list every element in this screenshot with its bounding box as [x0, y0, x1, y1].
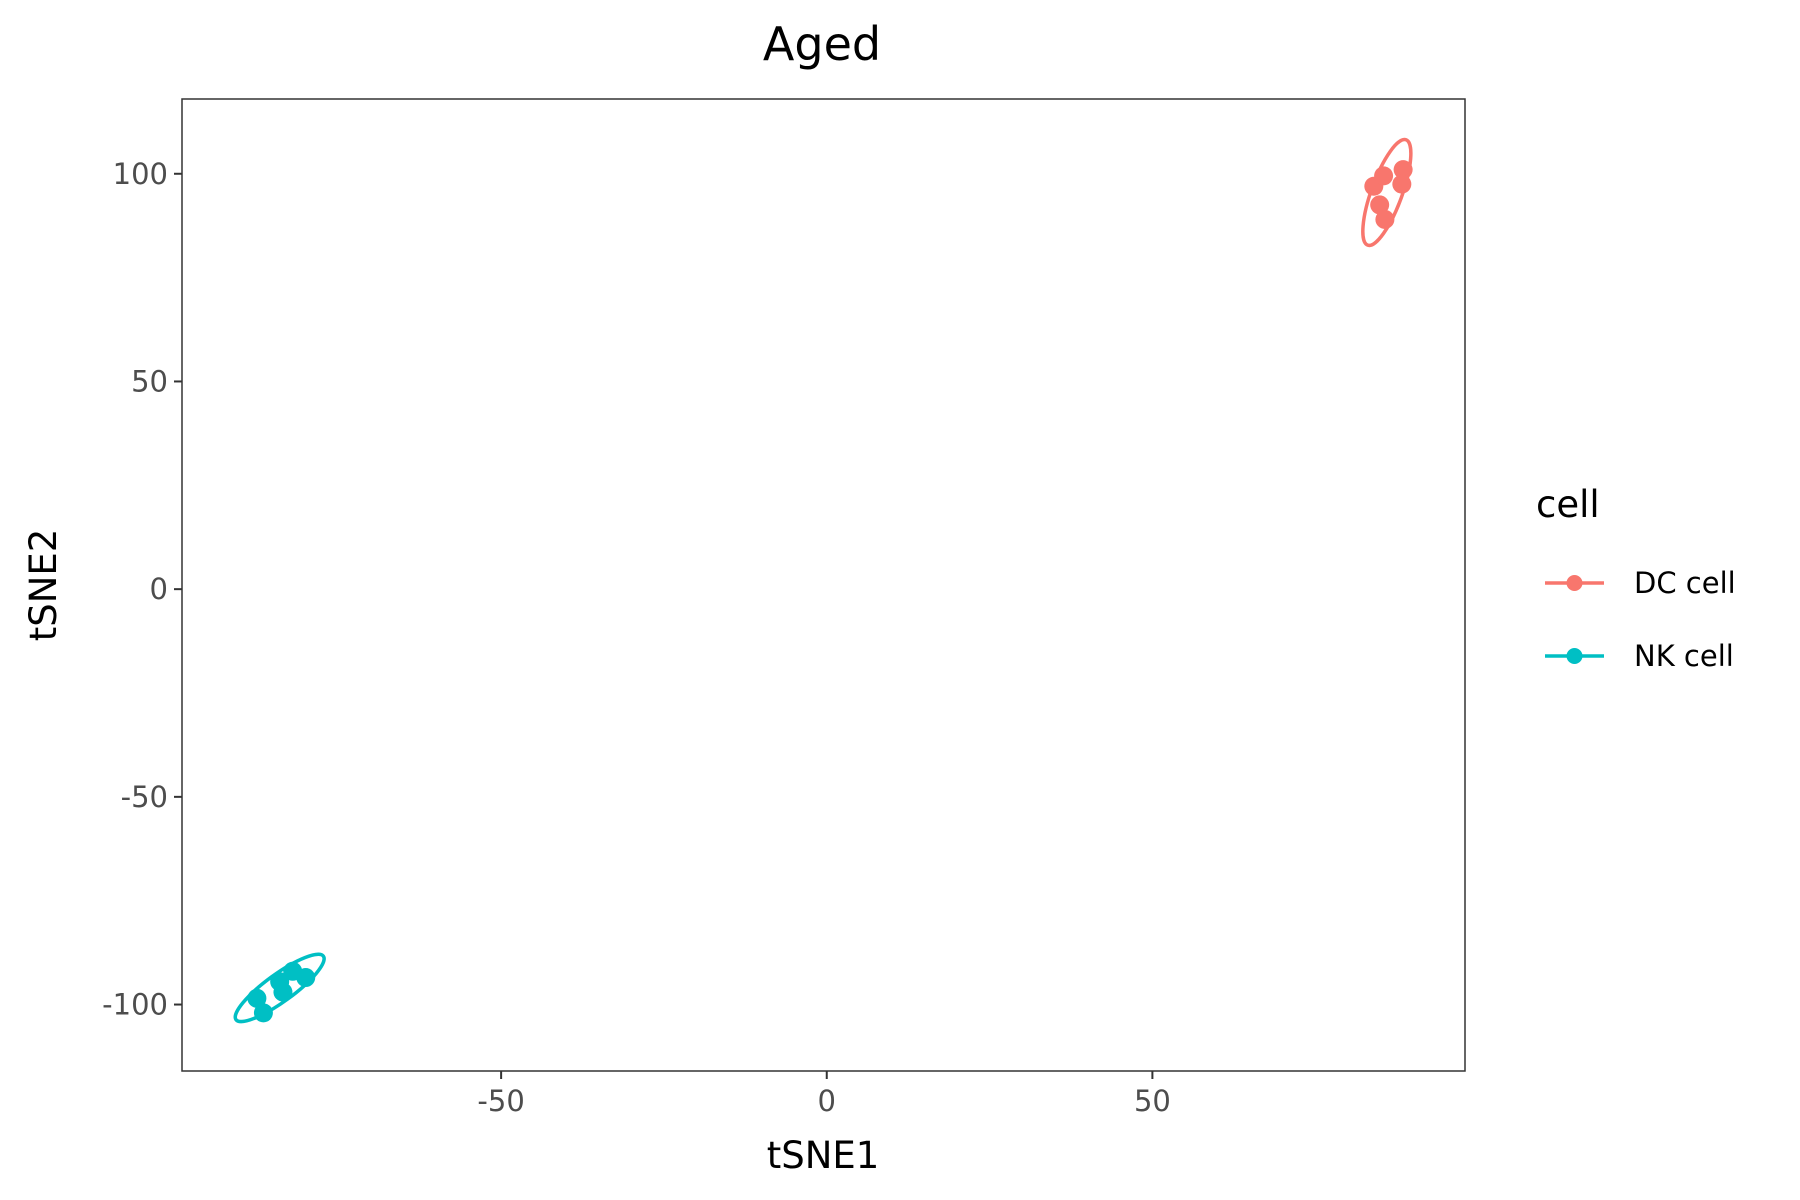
cluster-ellipse	[1361, 137, 1413, 248]
legend-items: DC cell NK cell	[1545, 566, 1736, 673]
legend-key-dot	[1566, 575, 1583, 591]
data-point	[1370, 195, 1390, 215]
data-points	[247, 160, 1413, 1023]
data-point	[1374, 166, 1394, 186]
x-axis-ticks: -50 0 50	[477, 1071, 1171, 1118]
y-tick-label: -100	[102, 988, 168, 1022]
x-axis-title: tSNE1	[767, 1134, 880, 1177]
y-tick-label: 0	[150, 572, 168, 606]
data-point	[1392, 174, 1412, 194]
y-tick-label: 50	[131, 364, 168, 398]
chart-title: Aged	[763, 17, 881, 71]
data-point	[247, 988, 267, 1008]
data-point	[1375, 209, 1395, 229]
legend-key-dot	[1566, 648, 1583, 664]
legend-label: DC cell	[1634, 566, 1736, 600]
data-point	[296, 968, 316, 988]
data-point	[273, 982, 293, 1002]
legend-label: NK cell	[1634, 639, 1734, 673]
y-axis-title: tSNE2	[22, 529, 65, 642]
y-tick-label: 100	[113, 157, 168, 191]
x-tick-label: -50	[477, 1084, 524, 1118]
cluster-ellipses	[233, 137, 1413, 1024]
data-point	[1393, 160, 1413, 180]
data-point	[253, 1003, 273, 1023]
legend: cell DC cell NK cell	[1536, 483, 1736, 673]
y-axis-ticks: 100 50 0 -50 -100	[102, 157, 182, 1022]
x-tick-label: 50	[1134, 1084, 1171, 1118]
x-tick-label: 0	[818, 1084, 836, 1118]
plot-panel-border	[181, 98, 1466, 1072]
legend-title: cell	[1536, 483, 1600, 526]
y-tick-label: -50	[121, 780, 168, 814]
